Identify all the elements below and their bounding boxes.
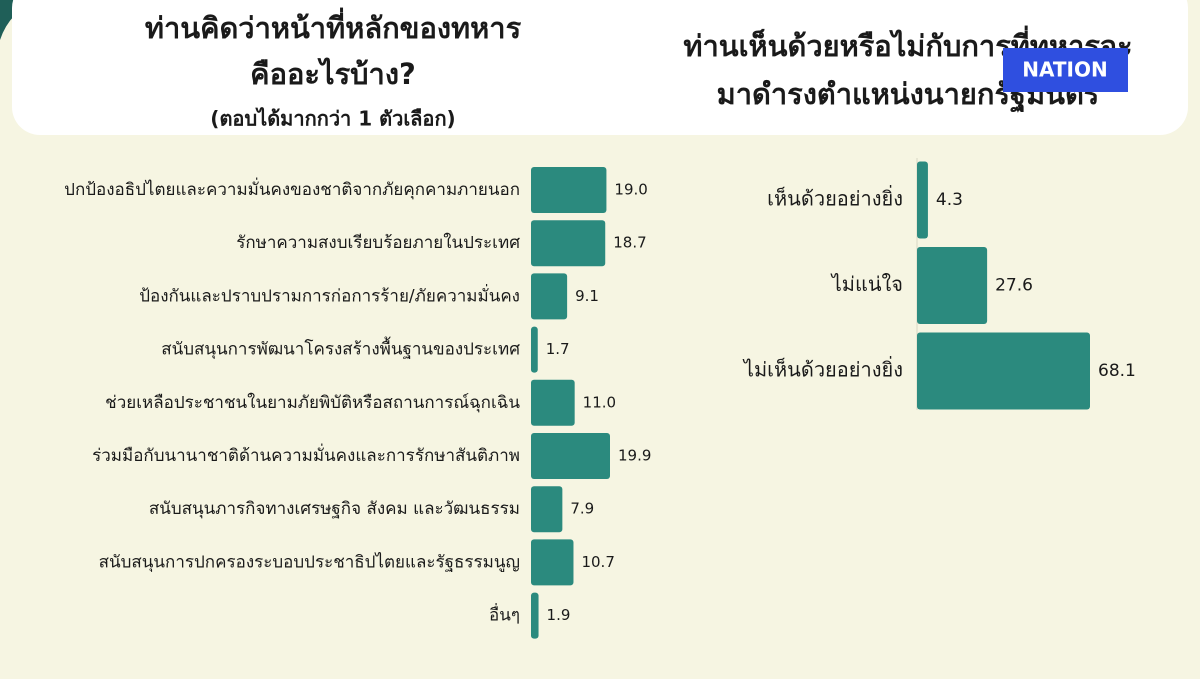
bar	[531, 326, 538, 373]
bar	[531, 539, 574, 586]
bar	[531, 220, 606, 267]
bar	[531, 379, 575, 426]
category-label: สนับสนุนการปกครองระบอบประชาธิปไตยและรัฐธ…	[99, 551, 520, 572]
value-label: 19.0	[614, 181, 647, 199]
left-title-line: ท่านคิดว่าหน้าที่หลักของทหาร	[145, 7, 522, 45]
bar	[917, 247, 988, 324]
left-subtitle: (ตอบได้มากกว่า 1 ตัวเลือก)	[210, 107, 455, 131]
category-label: ไม่เห็นด้วยอย่างยิ่ง	[742, 356, 903, 382]
header-panel	[12, 0, 1188, 135]
value-label: 19.9	[618, 447, 651, 465]
value-label: 7.9	[570, 500, 594, 518]
category-label: ปกป้องอธิปไตยและความมั่นคงของชาติจากภัยค…	[64, 177, 520, 200]
category-label: ช่วยเหลือประชาชนในยามภัยพิบัติหรือสถานกา…	[105, 392, 520, 413]
value-label: 4.3	[936, 190, 963, 210]
bar	[917, 161, 928, 239]
logo: NATION	[1022, 58, 1108, 82]
bar	[531, 433, 610, 479]
logo-box	[1003, 48, 1128, 92]
category-label: ป้องกันและปราบปรามการก่อการร้าย/ภัยความม…	[139, 283, 520, 306]
bar	[531, 486, 563, 533]
category-label: อื่นๆ	[489, 603, 520, 626]
bar	[531, 592, 539, 639]
category-label: สนับสนุนการพัฒนาโครงสร้างพื้นฐานของประเท…	[161, 337, 520, 360]
value-label: 18.7	[613, 234, 646, 252]
category-label: เห็นด้วยอย่างยิ่ง	[767, 185, 903, 211]
value-label: 1.9	[547, 606, 571, 624]
category-label: ร่วมมือกับนานาชาติด้านความมั่นคงและการรั…	[92, 443, 520, 466]
category-label: ไม่แน่ใจ	[830, 272, 903, 296]
bar	[917, 332, 1090, 410]
category-label: สนับสนุนภารกิจทางเศรษฐกิจ สังคม และวัฒนธ…	[149, 499, 520, 519]
value-label: 27.6	[995, 276, 1033, 296]
bar	[531, 273, 568, 320]
value-label: 9.1	[575, 287, 599, 305]
left-title-line: คืออะไรบ้าง?	[250, 57, 416, 91]
value-label: 11.0	[583, 393, 616, 411]
value-label: 1.7	[546, 340, 570, 358]
value-label: 68.1	[1098, 361, 1136, 381]
bar	[531, 167, 607, 213]
value-label: 10.7	[581, 553, 614, 571]
corner-decoration	[0, 0, 40, 40]
category-label: รักษาความสงบเรียบร้อยภายในประเทศ	[236, 232, 520, 253]
